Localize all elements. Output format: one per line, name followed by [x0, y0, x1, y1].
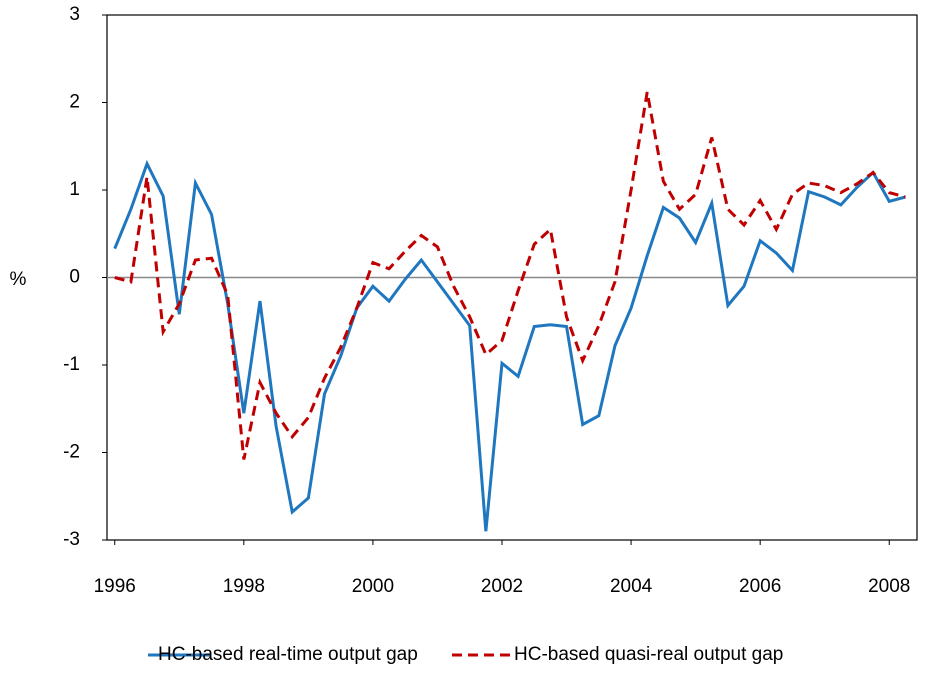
y-axis-label: % [10, 269, 27, 290]
y-tick-label: 1 [69, 179, 80, 200]
legend-label: HC-based quasi-real output gap [514, 644, 783, 665]
series-line [114, 91, 906, 460]
x-tick-label: 1998 [223, 576, 265, 597]
x-tick-label: 2000 [352, 576, 394, 597]
x-tick-label: 2002 [481, 576, 523, 597]
y-tick-label: -1 [63, 354, 80, 375]
y-tick-label: 3 [69, 4, 80, 25]
x-tick-label: 2008 [868, 576, 910, 597]
y-tick-label: 2 [69, 92, 80, 113]
x-tick-label: 2004 [610, 576, 653, 597]
y-tick-label: -3 [63, 529, 80, 550]
x-tick-label: 2006 [739, 576, 781, 597]
y-tick-label: 0 [69, 267, 80, 288]
y-tick-label: -2 [63, 442, 80, 463]
legend-label: HC-based real-time output gap [158, 644, 418, 665]
x-tick-label: 1996 [94, 576, 136, 597]
series-line [113, 159, 906, 532]
